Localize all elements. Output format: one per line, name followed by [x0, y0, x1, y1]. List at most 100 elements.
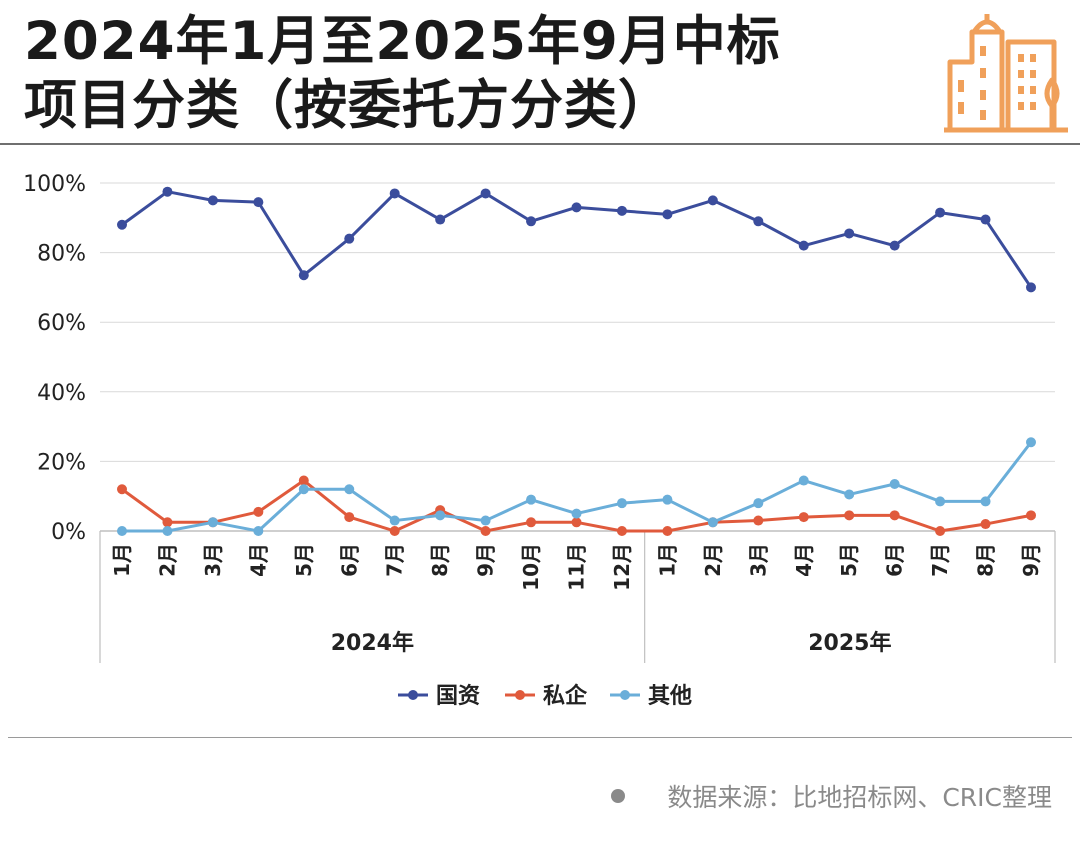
data-point	[526, 494, 537, 505]
x-tick-label: 8月	[974, 543, 998, 577]
data-point	[117, 219, 127, 230]
data-point	[753, 515, 764, 526]
data-point	[162, 517, 173, 528]
data-point	[616, 526, 627, 536]
line-chart: 0% 20% 40% 60% 80% 100% 2024年 2025年 1月 2月 3月 4月 5月 6…	[23, 172, 1056, 709]
x-tick-label: 2月	[155, 543, 179, 577]
data-point	[935, 526, 946, 536]
y-tick-label: 40%	[37, 381, 86, 406]
y-axis: 0% 20% 40% 60% 80% 100%	[23, 172, 86, 545]
y-tick-label: 60%	[37, 311, 86, 336]
data-point	[889, 479, 900, 490]
x-tick-label: 1月	[110, 543, 134, 577]
gridlines	[100, 182, 1055, 462]
series-lines	[117, 186, 1036, 536]
data-point	[662, 209, 673, 220]
title-line-2: 项目分类（按委托方分类）	[24, 75, 672, 136]
bullet-icon	[611, 789, 626, 803]
data-point	[253, 197, 264, 208]
data-point	[389, 188, 400, 199]
data-point	[889, 510, 900, 521]
y-tick-label: 20%	[37, 450, 86, 475]
data-point	[162, 186, 173, 197]
data-point	[298, 475, 309, 486]
data-point	[571, 508, 582, 519]
data-point	[844, 489, 855, 500]
x-tick-label: 4月	[246, 543, 270, 577]
x-tick-label: 3月	[746, 543, 770, 577]
data-point	[162, 526, 173, 536]
data-point	[798, 512, 809, 523]
data-point	[435, 214, 446, 225]
data-point	[298, 270, 309, 281]
x-group-label: 2025年	[808, 630, 891, 656]
data-point	[753, 498, 764, 509]
data-point	[844, 228, 855, 239]
x-tick-label: 5月	[292, 543, 316, 577]
data-point	[344, 512, 355, 523]
data-point	[117, 526, 127, 536]
data-point	[526, 517, 537, 528]
data-point	[707, 195, 718, 206]
data-point	[662, 494, 673, 505]
x-tick-label: 9月	[1019, 543, 1043, 577]
data-point	[480, 526, 491, 536]
x-group-label: 2024年	[331, 630, 414, 656]
data-point	[798, 240, 809, 251]
x-tick-label: 2月	[701, 543, 725, 577]
legend-label: 私企	[543, 683, 588, 709]
data-point	[571, 202, 582, 213]
x-tick-label: 8月	[428, 543, 452, 577]
y-tick-label: 80%	[37, 242, 86, 267]
x-tick-label: 4月	[792, 543, 816, 577]
data-point	[616, 205, 627, 216]
legend-label: 其他	[648, 684, 692, 709]
y-tick-label: 0%	[51, 520, 86, 545]
data-point	[935, 207, 946, 218]
legend: 国资 私企 其他	[398, 683, 692, 709]
data-point	[389, 526, 400, 536]
data-point	[753, 216, 764, 227]
x-tick-label: 5月	[837, 543, 861, 577]
data-point	[1026, 510, 1036, 521]
data-point	[207, 195, 218, 206]
data-point	[1026, 437, 1036, 448]
data-point	[662, 526, 673, 536]
data-point	[117, 484, 127, 495]
x-tick-label: 7月	[383, 543, 407, 577]
city-buildings-icon	[944, 14, 1068, 133]
data-point	[480, 188, 491, 199]
x-tick-label: 11月	[565, 543, 589, 591]
legend-marker	[408, 690, 418, 700]
x-tick-label: 10月	[519, 543, 543, 591]
data-point	[253, 506, 264, 517]
data-point	[207, 517, 218, 528]
legend-label: 国资	[436, 684, 480, 709]
data-point	[980, 519, 991, 530]
data-point	[844, 510, 855, 521]
x-tick-label: 1月	[655, 543, 679, 577]
title-divider	[0, 143, 1080, 145]
data-point	[980, 214, 991, 225]
x-tick-label: 7月	[928, 543, 952, 577]
x-tick-label: 9月	[474, 543, 498, 577]
data-point	[389, 515, 400, 526]
y-tick-label: 100%	[23, 172, 86, 197]
source-note: 数据来源：比地招标网、CRIC整理	[611, 778, 1052, 814]
data-point	[616, 498, 627, 509]
data-point	[480, 515, 491, 526]
data-point	[980, 496, 991, 507]
data-point	[707, 517, 718, 528]
x-tick-label: 6月	[883, 543, 907, 577]
data-point	[798, 475, 809, 486]
legend-marker	[620, 690, 630, 700]
data-point	[571, 517, 582, 528]
data-point	[253, 526, 264, 536]
x-tick-label: 3月	[201, 543, 225, 577]
data-point	[344, 484, 355, 495]
data-point	[526, 216, 537, 227]
legend-marker	[515, 690, 525, 700]
data-point	[435, 510, 446, 521]
x-tick-label: 12月	[610, 543, 634, 591]
x-tick-label: 6月	[337, 543, 361, 577]
